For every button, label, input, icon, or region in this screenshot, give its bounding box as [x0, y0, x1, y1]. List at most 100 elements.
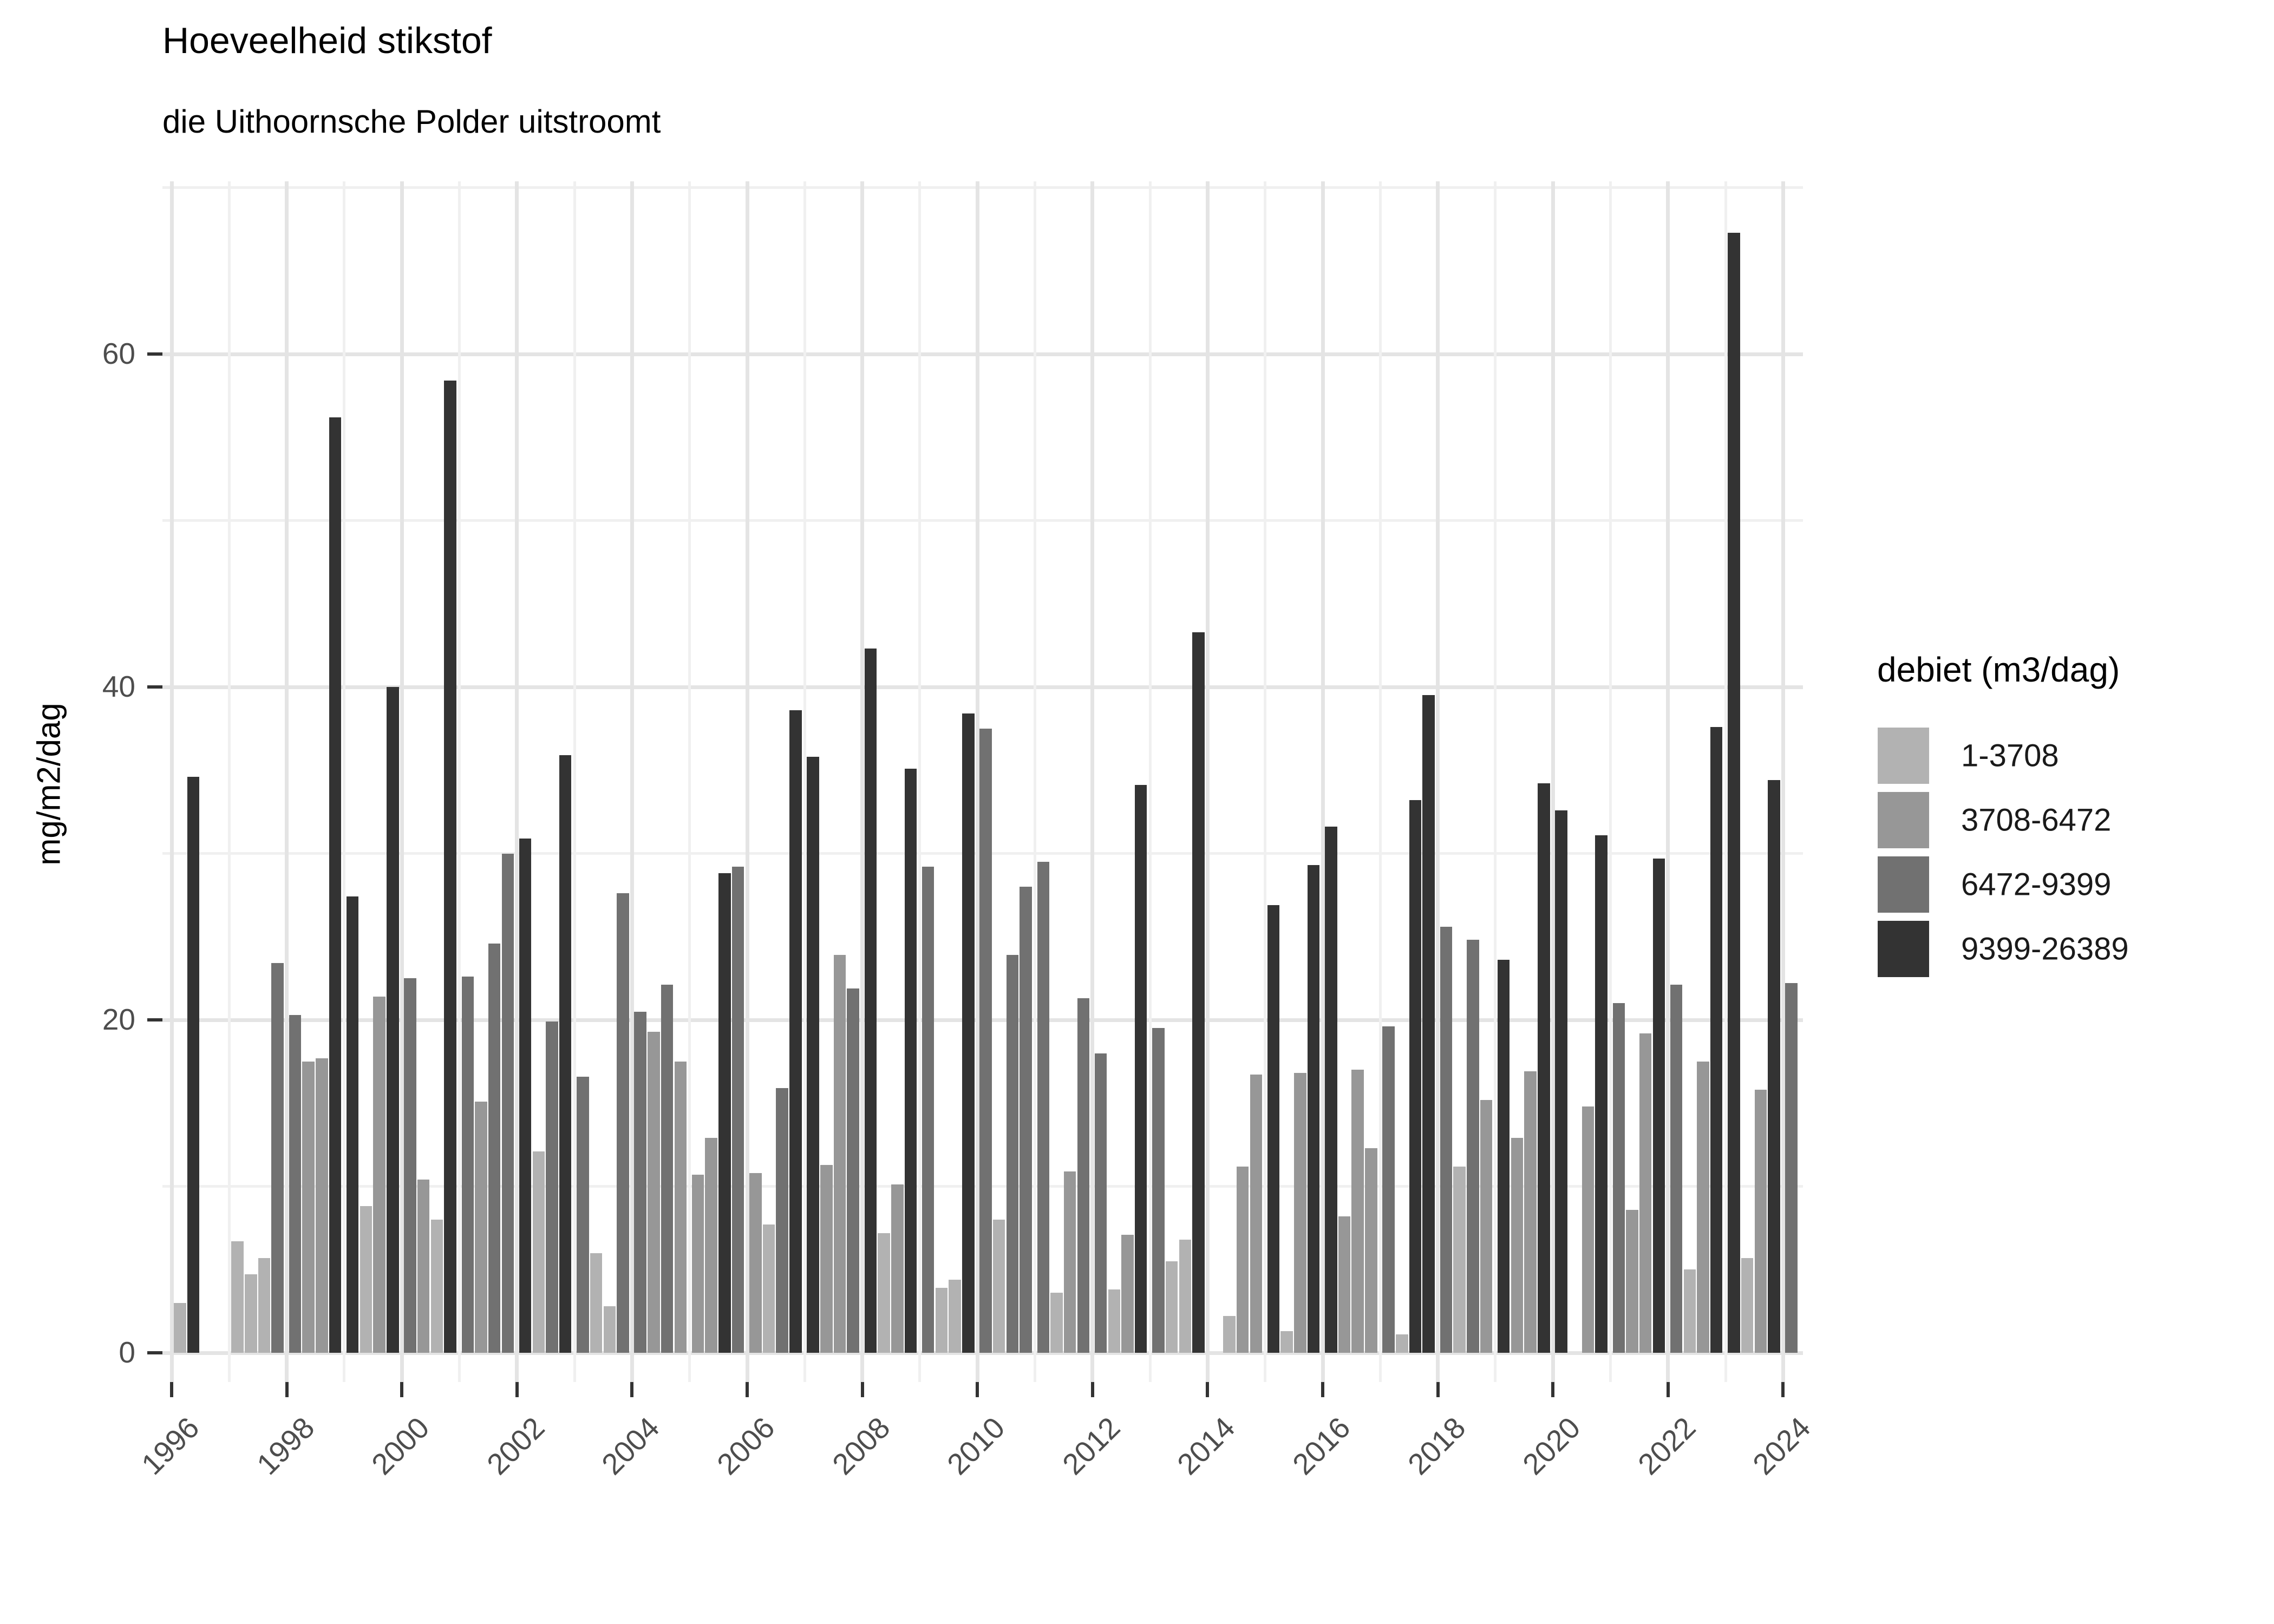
bar-2015-q4	[1307, 865, 1320, 1353]
bar-1999-q2	[360, 1206, 373, 1353]
gridline-major-x	[1205, 181, 1210, 1382]
bar-2006-q1	[749, 1173, 762, 1353]
gridline-major-x	[1436, 181, 1440, 1382]
legend-key-swatch	[1878, 728, 1929, 784]
gridline-major-x	[400, 181, 404, 1382]
bar-2020-q1	[1555, 810, 1567, 1353]
gridline-minor-x	[458, 181, 461, 1382]
y-axis-tick-label: 60	[102, 337, 135, 370]
legend-title: debiet (m3/dag)	[1877, 650, 2120, 689]
x-axis-tick-label: 2018	[1401, 1410, 1472, 1482]
bar-2023-q4	[1768, 780, 1780, 1353]
x-axis-tick-label: 2024	[1746, 1410, 1817, 1482]
bar-1999-q1	[346, 896, 359, 1353]
gridline-minor-x	[1034, 181, 1036, 1382]
bar-1999-q3	[373, 996, 385, 1353]
bar-1997-q2	[245, 1274, 257, 1353]
bar-2001-q1	[461, 977, 474, 1353]
y-axis-tick-label: 0	[119, 1335, 135, 1369]
bar-2021-q4	[1652, 858, 1665, 1353]
bar-2015-q3	[1294, 1073, 1306, 1353]
gridline-major-x	[1321, 181, 1325, 1382]
x-axis-tick	[285, 1382, 289, 1397]
bar-2010-q4	[1020, 887, 1032, 1353]
chart-subtitle: die Uithoornsche Polder uitstroomt	[162, 103, 661, 140]
bar-1998-q3	[316, 1058, 328, 1353]
legend-item-label: 9399-26389	[1961, 931, 2129, 967]
bar-2017-q2	[1396, 1334, 1408, 1353]
bar-2009-q1	[922, 867, 935, 1353]
bar-2003-q1	[577, 1076, 589, 1353]
bar-2000-q2	[417, 1180, 430, 1353]
x-axis-tick	[515, 1382, 519, 1397]
gridline-major-y	[162, 685, 1803, 689]
gridline-minor-x	[1494, 181, 1497, 1382]
x-axis-tick	[1321, 1382, 1324, 1397]
gridline-minor-x	[573, 181, 576, 1382]
y-axis-tick	[147, 352, 162, 356]
bar-2024-q1	[1785, 983, 1798, 1353]
bar-2002-q4	[559, 755, 572, 1353]
bar-2001-q4	[501, 853, 514, 1353]
bar-2019-q3	[1524, 1071, 1537, 1353]
bar-1999-q4	[387, 687, 399, 1353]
legend-key-swatch	[1878, 921, 1929, 977]
x-axis-tick-label: 2008	[825, 1410, 897, 1482]
x-axis-tick-label: 2010	[940, 1410, 1011, 1482]
bar-2007-q1	[807, 757, 819, 1353]
plot-panel	[162, 181, 1803, 1382]
bar-2004-q4	[674, 1061, 687, 1353]
legend: debiet (m3/dag) 1-3708 3708-6472 6472-9399…	[1877, 650, 2267, 985]
legend-items: 1-3708 3708-6472 6472-9399 9399-26389	[1877, 728, 2267, 977]
y-axis-tick-label: 40	[102, 670, 135, 703]
gridline-major-x	[515, 181, 519, 1382]
x-axis-tick-label: 2016	[1286, 1410, 1357, 1482]
gridline-minor-x	[918, 181, 922, 1382]
legend-item-label: 6472-9399	[1961, 867, 2112, 902]
bar-2013-q4	[1192, 632, 1205, 1353]
gridline-minor-x	[688, 181, 691, 1382]
bar-2014-q4	[1250, 1075, 1262, 1353]
x-axis-tick-label: 2014	[1171, 1410, 1241, 1482]
bar-2019-q4	[1538, 783, 1550, 1353]
chart-title: Hoeveelheid stikstof	[162, 20, 492, 61]
bar-2016-q2	[1338, 1216, 1351, 1353]
bar-2010-q2	[992, 1220, 1005, 1353]
bar-2022-q3	[1697, 1061, 1709, 1353]
bar-1998-q2	[302, 1061, 315, 1353]
bar-2021-q1	[1612, 1003, 1625, 1353]
x-axis-tick	[170, 1382, 173, 1397]
bar-2011-q3	[1063, 1171, 1076, 1353]
bar-2012-q4	[1134, 785, 1147, 1353]
x-axis-tick-label: 1996	[135, 1410, 206, 1482]
bar-2010-q1	[979, 728, 992, 1353]
gridline-major-x	[1666, 181, 1670, 1382]
legend-item-label: 1-3708	[1961, 738, 2059, 774]
bar-2023-q3	[1754, 1090, 1767, 1353]
bar-2023-q1	[1728, 232, 1740, 1353]
gridline-minor-x	[227, 181, 231, 1382]
x-axis-tick	[1781, 1382, 1785, 1397]
gridline-major-x	[975, 181, 979, 1382]
bar-2017-q3	[1409, 800, 1422, 1353]
bar-2009-q4	[962, 713, 975, 1353]
bar-2008-q3	[891, 1184, 904, 1353]
x-axis-tick-label: 2002	[480, 1410, 551, 1482]
x-axis-tick	[1090, 1382, 1094, 1397]
legend-item-label: 3708-6472	[1961, 802, 2112, 838]
bar-2011-q4	[1077, 998, 1090, 1353]
bar-2009-q2	[935, 1288, 948, 1353]
gridline-minor-x	[803, 181, 806, 1382]
x-axis-tick-label: 2006	[710, 1410, 781, 1482]
y-axis-tick	[147, 685, 162, 689]
bar-2007-q4	[847, 988, 859, 1353]
bar-2018-q1	[1440, 926, 1453, 1353]
bar-2022-q4	[1710, 726, 1723, 1353]
gridline-minor-x	[343, 181, 346, 1382]
bar-2007-q2	[820, 1164, 833, 1353]
bar-2006-q3	[776, 1088, 788, 1353]
bar-1997-q1	[231, 1241, 244, 1353]
bar-2018-q2	[1453, 1166, 1466, 1353]
bar-2003-q2	[590, 1253, 603, 1353]
gridline-major-x	[285, 181, 289, 1382]
